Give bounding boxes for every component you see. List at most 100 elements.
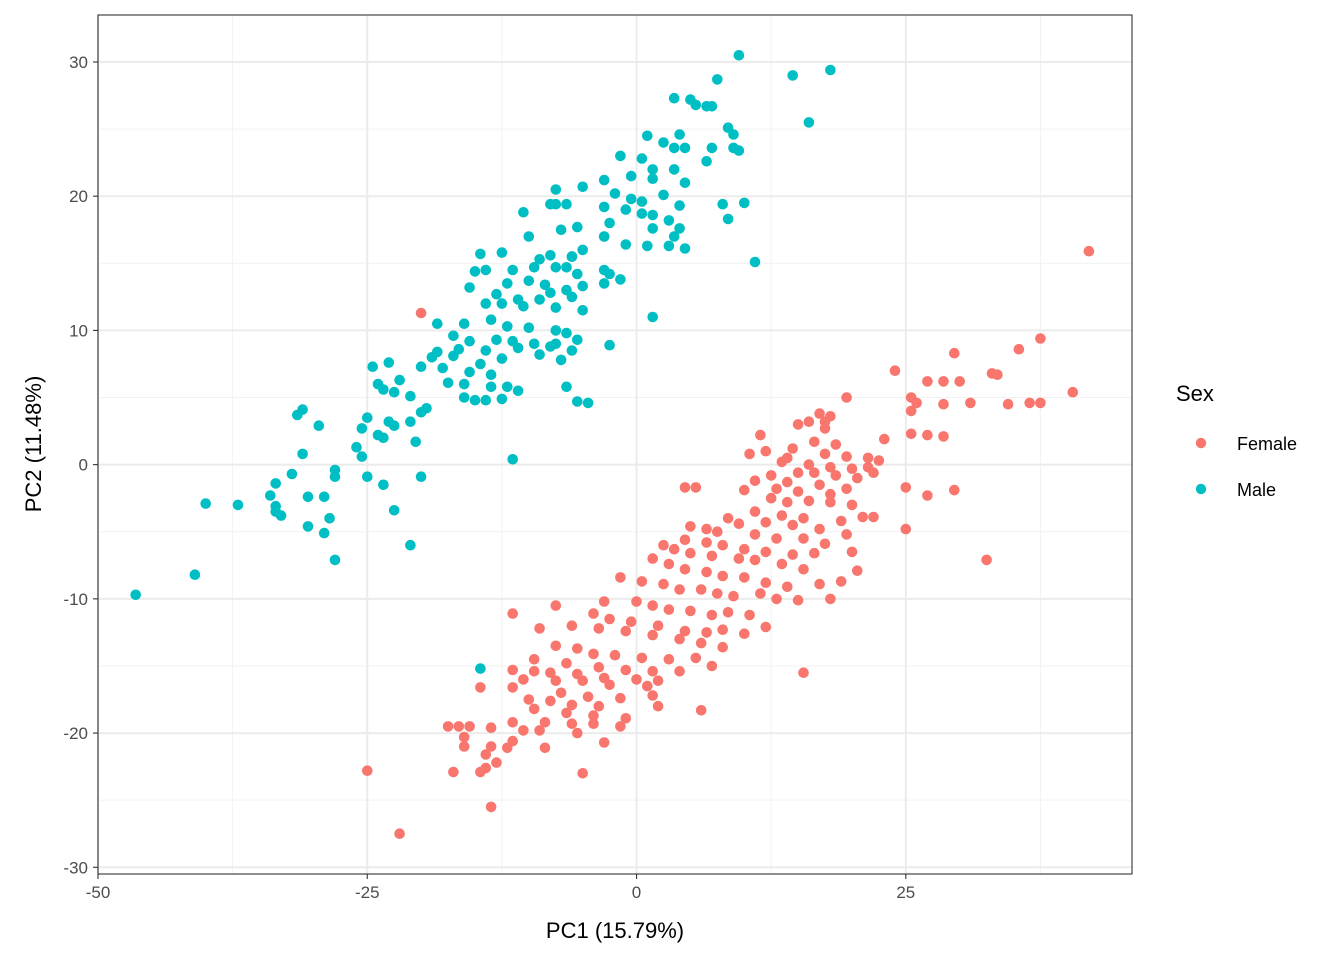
data-point-male (512, 342, 524, 354)
data-point-female (550, 675, 562, 686)
x-tick-label: -50 (86, 883, 111, 902)
data-point-male (286, 468, 298, 480)
data-point-male (615, 150, 626, 162)
data-point-male (378, 432, 389, 444)
legend-label-female: Female (1237, 434, 1297, 454)
data-point-male (539, 279, 551, 291)
data-point-male (329, 554, 341, 566)
data-point-female (609, 649, 621, 661)
data-point-male (480, 298, 492, 309)
data-point-male (566, 251, 578, 262)
data-point-female (636, 652, 648, 664)
data-point-female (545, 695, 556, 707)
data-point-female (744, 448, 755, 460)
data-point-female (458, 731, 470, 743)
data-point-female (739, 628, 750, 639)
data-point-male (523, 275, 535, 287)
data-point-male (566, 345, 578, 356)
data-point-female (685, 521, 696, 532)
data-point-female (588, 710, 599, 721)
data-point-female (507, 608, 518, 619)
data-point-female (615, 572, 626, 583)
data-point-female (841, 483, 852, 495)
data-point-female (475, 766, 486, 778)
data-point-male (518, 207, 529, 218)
data-point-female (755, 429, 766, 441)
data-point-female (674, 584, 685, 595)
data-point-female (620, 664, 632, 676)
data-point-female (825, 462, 836, 473)
data-point-male (620, 239, 632, 250)
data-point-female (394, 828, 405, 839)
data-point-female (663, 654, 675, 665)
data-point-male (803, 117, 815, 128)
data-point-female (685, 547, 696, 559)
data-point-male (572, 334, 583, 346)
y-tick-label: -20 (63, 724, 88, 743)
data-point-male (480, 394, 492, 406)
data-point-male (647, 209, 658, 221)
data-point-female (760, 445, 772, 457)
data-point-female (798, 533, 809, 544)
data-point-female (668, 543, 680, 555)
data-point-female (825, 593, 836, 605)
data-point-male (550, 262, 562, 273)
data-point-female (938, 376, 949, 387)
data-point-male (265, 490, 276, 501)
data-point-male (502, 381, 513, 393)
data-point-male (534, 349, 545, 360)
data-point-female (771, 533, 782, 544)
data-point-female (647, 666, 658, 677)
data-point-male (706, 101, 718, 112)
data-point-male (200, 498, 211, 509)
data-point-female (814, 408, 825, 419)
data-point-male (706, 142, 718, 154)
data-point-female (792, 419, 804, 430)
data-point-female (647, 553, 658, 564)
data-point-male (464, 282, 475, 293)
data-point-male (701, 156, 712, 167)
data-point-female (792, 594, 804, 606)
data-point-female (889, 365, 901, 377)
data-point-female (545, 667, 556, 678)
data-point-male (598, 231, 610, 242)
data-point-female (728, 590, 739, 602)
data-point-male (572, 221, 583, 233)
legend-label-male: Male (1237, 480, 1276, 500)
data-point-female (539, 717, 551, 728)
data-point-female (954, 376, 965, 387)
data-point-female (528, 654, 540, 665)
data-point-male (507, 454, 518, 465)
data-point-female (518, 725, 529, 736)
data-point-female (852, 472, 863, 484)
data-point-female (798, 564, 809, 575)
data-point-female (830, 439, 842, 450)
data-point-male (728, 129, 739, 140)
data-point-female (873, 455, 885, 466)
data-point-male (572, 268, 583, 280)
data-point-male (663, 240, 675, 252)
data-point-male (469, 266, 481, 277)
data-point-male (458, 318, 470, 330)
data-point-female (868, 467, 879, 479)
data-point-female (857, 511, 868, 523)
data-point-female (572, 643, 583, 654)
data-point-male (496, 298, 508, 309)
data-point-female (911, 397, 922, 409)
data-point-male (356, 423, 368, 434)
data-point-male (722, 213, 734, 225)
data-point-female (695, 584, 707, 595)
data-point-female (485, 801, 497, 813)
data-point-female (658, 539, 669, 551)
y-tick-label: 0 (79, 456, 88, 475)
data-point-female (841, 392, 852, 403)
data-point-female (938, 431, 949, 442)
data-point-female (819, 423, 831, 434)
data-point-female (507, 664, 518, 676)
data-point-male (507, 264, 518, 276)
data-point-female (868, 511, 879, 523)
data-point-male (663, 215, 675, 226)
data-point-female (830, 470, 842, 481)
data-point-male (388, 386, 400, 398)
data-points (130, 50, 1095, 839)
